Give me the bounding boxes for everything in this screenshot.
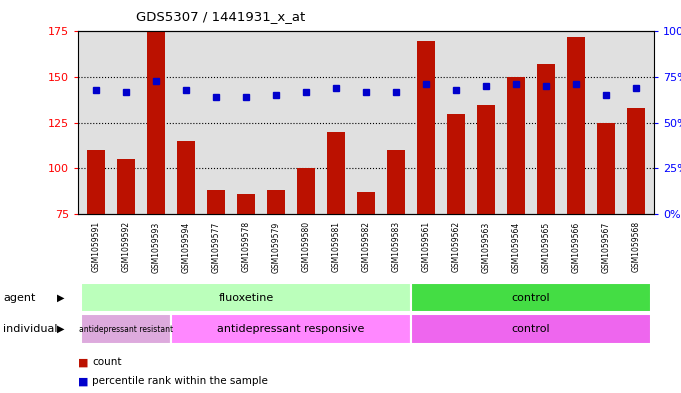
Bar [117, 160, 136, 214]
Text: ■: ■ [78, 357, 89, 367]
Text: control: control [511, 324, 550, 334]
Text: ■: ■ [78, 376, 89, 386]
Text: individual: individual [3, 324, 58, 334]
Text: GSM1059577: GSM1059577 [212, 221, 221, 273]
Bar [567, 37, 585, 214]
Text: GSM1059566: GSM1059566 [571, 221, 580, 273]
Text: GSM1059580: GSM1059580 [302, 221, 311, 272]
Bar [411, 283, 651, 312]
Bar [447, 114, 465, 214]
Bar [537, 64, 555, 214]
Text: agent: agent [3, 293, 36, 303]
Bar [387, 150, 405, 214]
Text: fluoxetine: fluoxetine [219, 293, 274, 303]
Text: GSM1059592: GSM1059592 [122, 221, 131, 272]
Text: GSM1059581: GSM1059581 [332, 221, 340, 272]
Text: control: control [511, 293, 550, 303]
Bar [81, 283, 411, 312]
Text: GSM1059594: GSM1059594 [182, 221, 191, 273]
Text: antidepressant resistant: antidepressant resistant [79, 325, 174, 334]
Text: count: count [92, 357, 121, 367]
Bar [507, 77, 525, 214]
Bar [147, 31, 165, 214]
Text: GSM1059568: GSM1059568 [631, 221, 640, 272]
Bar [237, 194, 255, 214]
Bar [177, 141, 195, 214]
Bar [87, 150, 106, 214]
Text: ▶: ▶ [57, 324, 64, 334]
Text: percentile rank within the sample: percentile rank within the sample [92, 376, 268, 386]
Text: GSM1059593: GSM1059593 [152, 221, 161, 273]
Text: ▶: ▶ [57, 293, 64, 303]
Text: GSM1059591: GSM1059591 [92, 221, 101, 272]
Text: GSM1059579: GSM1059579 [272, 221, 281, 273]
Bar [267, 191, 285, 214]
Text: GSM1059563: GSM1059563 [481, 221, 490, 273]
Bar [417, 40, 435, 214]
Bar [597, 123, 615, 214]
Bar [81, 314, 171, 344]
Bar [357, 192, 375, 214]
Text: GSM1059567: GSM1059567 [601, 221, 610, 273]
Text: GDS5307 / 1441931_x_at: GDS5307 / 1441931_x_at [136, 10, 306, 23]
Text: GSM1059561: GSM1059561 [422, 221, 430, 272]
Text: GSM1059562: GSM1059562 [452, 221, 460, 272]
Text: GSM1059583: GSM1059583 [392, 221, 400, 272]
Bar [207, 191, 225, 214]
Text: GSM1059564: GSM1059564 [511, 221, 520, 273]
Bar [327, 132, 345, 214]
Bar [477, 105, 495, 214]
Text: GSM1059578: GSM1059578 [242, 221, 251, 272]
Text: antidepressant responsive: antidepressant responsive [217, 324, 365, 334]
Bar [297, 169, 315, 214]
Text: GSM1059582: GSM1059582 [362, 221, 370, 272]
Bar [171, 314, 411, 344]
Text: GSM1059565: GSM1059565 [541, 221, 550, 273]
Bar [411, 314, 651, 344]
Bar [627, 108, 645, 214]
